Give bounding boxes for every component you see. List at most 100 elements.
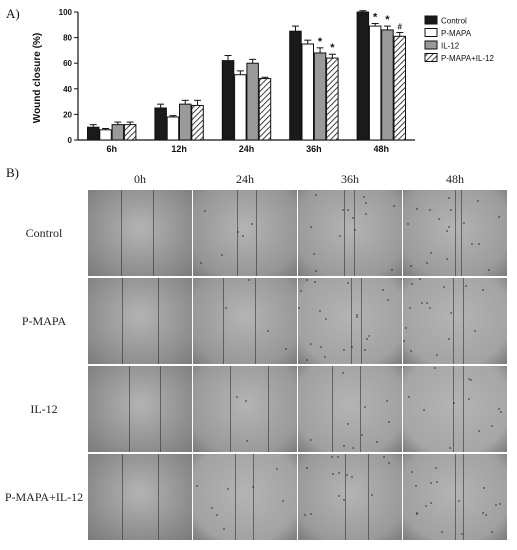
- column-header-36h: 36h: [341, 172, 359, 186]
- cell-speck: [416, 512, 418, 514]
- panel-a-label: A): [6, 6, 20, 21]
- wound-edge-line: [463, 454, 464, 540]
- wound-edge-line: [368, 454, 369, 540]
- micrograph-tile: [298, 366, 402, 452]
- x-tick-label-6h: 6h: [106, 144, 117, 154]
- cell-speck: [423, 409, 425, 411]
- cell-speck: [463, 222, 465, 224]
- x-tick-label-24h: 24h: [239, 144, 255, 154]
- cell-speck: [216, 514, 218, 516]
- wound-edge-line: [453, 278, 454, 364]
- bar-6h-P-MAPA+IL-12: [123, 124, 137, 141]
- cell-speck: [363, 196, 365, 198]
- cell-speck: [320, 346, 322, 348]
- cell-speck: [352, 217, 354, 219]
- cell-speck: [306, 279, 308, 281]
- cell-speck: [342, 209, 344, 211]
- cell-speck: [376, 441, 378, 443]
- cell-speck: [364, 406, 366, 408]
- cell-speck: [419, 278, 421, 280]
- significance-marker: *: [330, 42, 335, 54]
- cell-speck: [346, 474, 348, 476]
- cell-speck: [446, 258, 448, 260]
- bar-12h-Control: [154, 107, 167, 141]
- cell-speck: [491, 425, 493, 427]
- legend-label-P-MAPA: P-MAPA: [441, 29, 472, 38]
- wound-edge-line: [256, 190, 257, 276]
- wound-edge-line: [235, 454, 236, 540]
- cell-speck: [411, 471, 413, 473]
- cell-speck: [236, 396, 238, 398]
- cell-speck: [339, 235, 341, 237]
- bar-24h-Control: [221, 60, 235, 141]
- cell-speck: [315, 270, 317, 272]
- wound-edge-line: [455, 454, 456, 540]
- legend-label-Control: Control: [441, 17, 467, 26]
- cell-speck: [324, 356, 326, 358]
- cell-speck: [474, 330, 476, 332]
- wound-edge-line: [230, 366, 231, 452]
- wound-edge-line: [361, 278, 362, 364]
- significance-marker: *: [373, 12, 378, 24]
- wound-edge-line: [253, 454, 254, 540]
- cell-speck: [465, 285, 467, 287]
- cell-speck: [343, 499, 345, 501]
- y-tick-label: 100: [59, 8, 73, 17]
- micrograph-tile: [403, 454, 507, 540]
- bar-12h-IL-12: [179, 103, 192, 141]
- cell-speck: [485, 514, 487, 516]
- cell-speck: [227, 488, 229, 490]
- cell-speck: [332, 473, 334, 475]
- cell-speck: [365, 213, 367, 215]
- bar-6h-IL-12: [111, 124, 125, 141]
- bar-6h-P-MAPA: [99, 129, 112, 141]
- cell-speck: [491, 531, 493, 533]
- x-tick-label-48h: 48h: [374, 144, 390, 154]
- cell-speck: [342, 372, 344, 374]
- bar-36h-IL-12: [313, 52, 327, 141]
- row-header-p-mapa-il-12: P-MAPA+IL-12: [4, 490, 84, 504]
- bar-12h-P-MAPA: [166, 116, 180, 141]
- cell-speck: [285, 348, 287, 350]
- cell-speck: [403, 340, 405, 342]
- wound-edge-line: [122, 454, 123, 540]
- cell-speck: [347, 282, 349, 284]
- cell-speck: [306, 467, 308, 469]
- micrograph-tile: [403, 278, 507, 364]
- cell-speck: [298, 307, 300, 309]
- cell-speck: [276, 468, 278, 470]
- y-tick-label: 60: [63, 59, 72, 68]
- cell-speck: [306, 359, 308, 361]
- bar-24h-P-MAPA: [234, 74, 247, 141]
- cell-speck: [366, 338, 368, 340]
- cell-speck: [448, 226, 450, 228]
- cell-speck: [356, 314, 358, 316]
- cell-speck: [477, 200, 479, 202]
- wound-edge-line: [463, 366, 464, 452]
- cell-speck: [331, 456, 333, 458]
- cell-speck: [450, 312, 452, 314]
- cell-speck: [386, 400, 388, 402]
- micrograph-tile: [88, 454, 192, 540]
- cell-speck: [421, 302, 423, 304]
- cell-speck: [325, 318, 327, 320]
- wound-closure-bar-chart: Wound closure (%) 0 20 40 60 80 100 6h 12h 24h 3…: [32, 8, 495, 154]
- cell-speck: [498, 408, 500, 410]
- cell-speck: [393, 205, 395, 207]
- cell-speck: [337, 456, 339, 458]
- wound-edge-line: [255, 278, 256, 364]
- row-header-control: Control: [25, 226, 63, 240]
- cell-speck: [426, 302, 428, 304]
- cell-speck: [435, 467, 437, 469]
- cell-speck: [443, 286, 445, 288]
- bar-48h-P-MAPA: [368, 25, 382, 141]
- cell-speck: [478, 243, 480, 245]
- cell-speck: [482, 512, 484, 514]
- cell-speck: [310, 343, 312, 345]
- cell-speck: [470, 379, 472, 381]
- cell-speck: [248, 279, 250, 281]
- cell-speck: [405, 327, 407, 329]
- cell-speck: [453, 402, 455, 404]
- bar-36h-P-MAPA: [301, 43, 314, 141]
- micrograph-tile: [298, 454, 402, 540]
